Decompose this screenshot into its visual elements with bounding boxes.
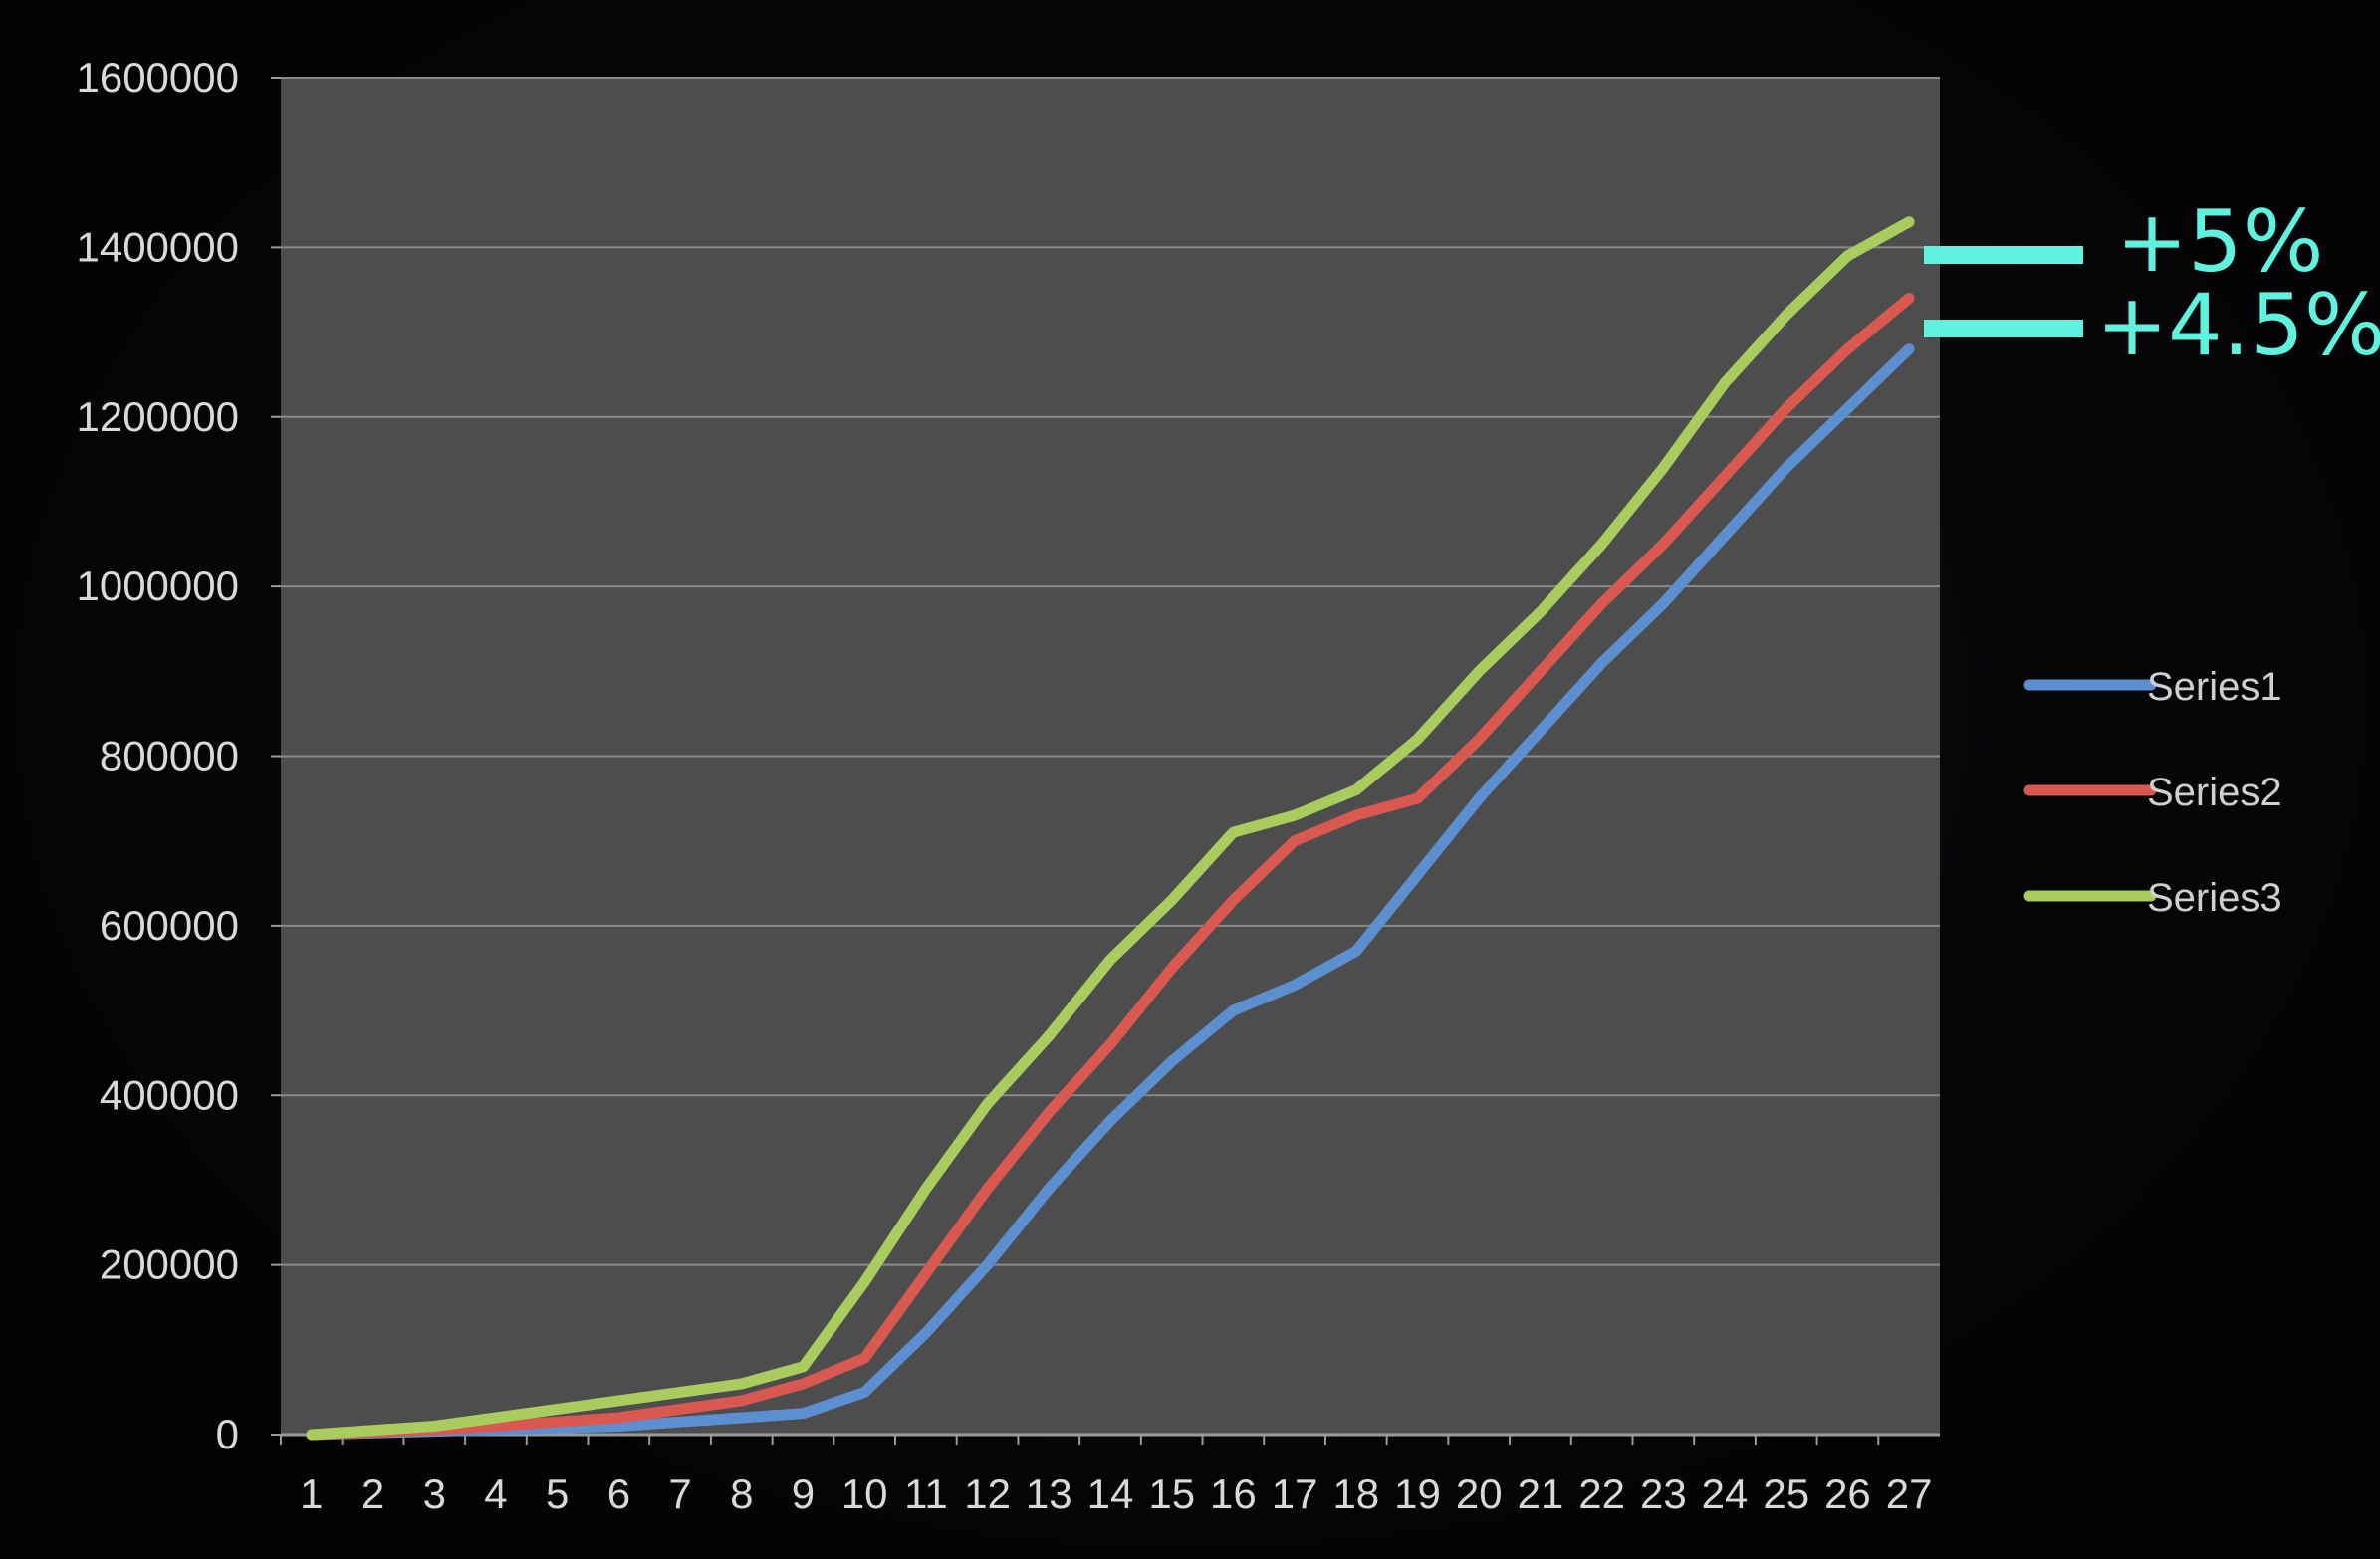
x-tick-label: 1 [300,1470,323,1517]
x-tick-label: 19 [1394,1470,1441,1517]
x-tick-label: 4 [484,1470,507,1517]
y-tick-label: 200000 [100,1241,239,1288]
x-tick-label: 3 [423,1470,446,1517]
x-tick-label: 11 [904,1470,948,1517]
x-tick-label: 17 [1272,1470,1318,1517]
y-tick-label: 0 [216,1411,239,1457]
x-tick-label: 6 [607,1470,630,1517]
y-tick-label: 1600000 [76,54,239,101]
x-tick-label: 23 [1640,1470,1687,1517]
series-line-1 [306,343,1915,1441]
y-tick-label: 1200000 [76,393,239,440]
annotation-label: +5% [2116,192,2324,292]
y-tick-label: 1400000 [76,223,239,270]
legend-label-1: Series1 [2147,665,2282,709]
series-line-3 [306,216,1915,1441]
x-tick-label: 2 [361,1470,384,1517]
legend-label-2: Series2 [2147,771,2282,814]
series-line-2 [306,293,1915,1441]
x-tick-label: 16 [1210,1470,1257,1517]
x-tick-label: 18 [1332,1470,1379,1517]
x-tick-label: 15 [1148,1470,1195,1517]
x-tick-label: 22 [1578,1470,1625,1517]
x-tick-label: 5 [546,1470,569,1517]
annotation-label: +4.5% [2096,276,2380,375]
x-tick-label: 20 [1456,1470,1503,1517]
x-tick-label: 9 [792,1470,815,1517]
x-tick-label: 27 [1886,1470,1933,1517]
legend-label-3: Series3 [2147,876,2282,920]
x-tick-label: 13 [1026,1470,1072,1517]
x-tick-label: 10 [841,1470,888,1517]
x-tick-label: 12 [964,1470,1011,1517]
y-tick-label: 1000000 [76,562,239,609]
y-tick-label: 800000 [100,733,239,780]
x-tick-label: 21 [1518,1470,1564,1517]
x-tick-label: 26 [1824,1470,1871,1517]
x-tick-label: 25 [1763,1470,1809,1517]
x-tick-label: 24 [1702,1470,1749,1517]
x-tick-label: 8 [730,1470,753,1517]
y-tick-label: 400000 [100,1071,239,1118]
y-tick-label: 600000 [100,902,239,949]
x-tick-label: 7 [668,1470,691,1517]
x-tick-label: 14 [1087,1470,1134,1517]
